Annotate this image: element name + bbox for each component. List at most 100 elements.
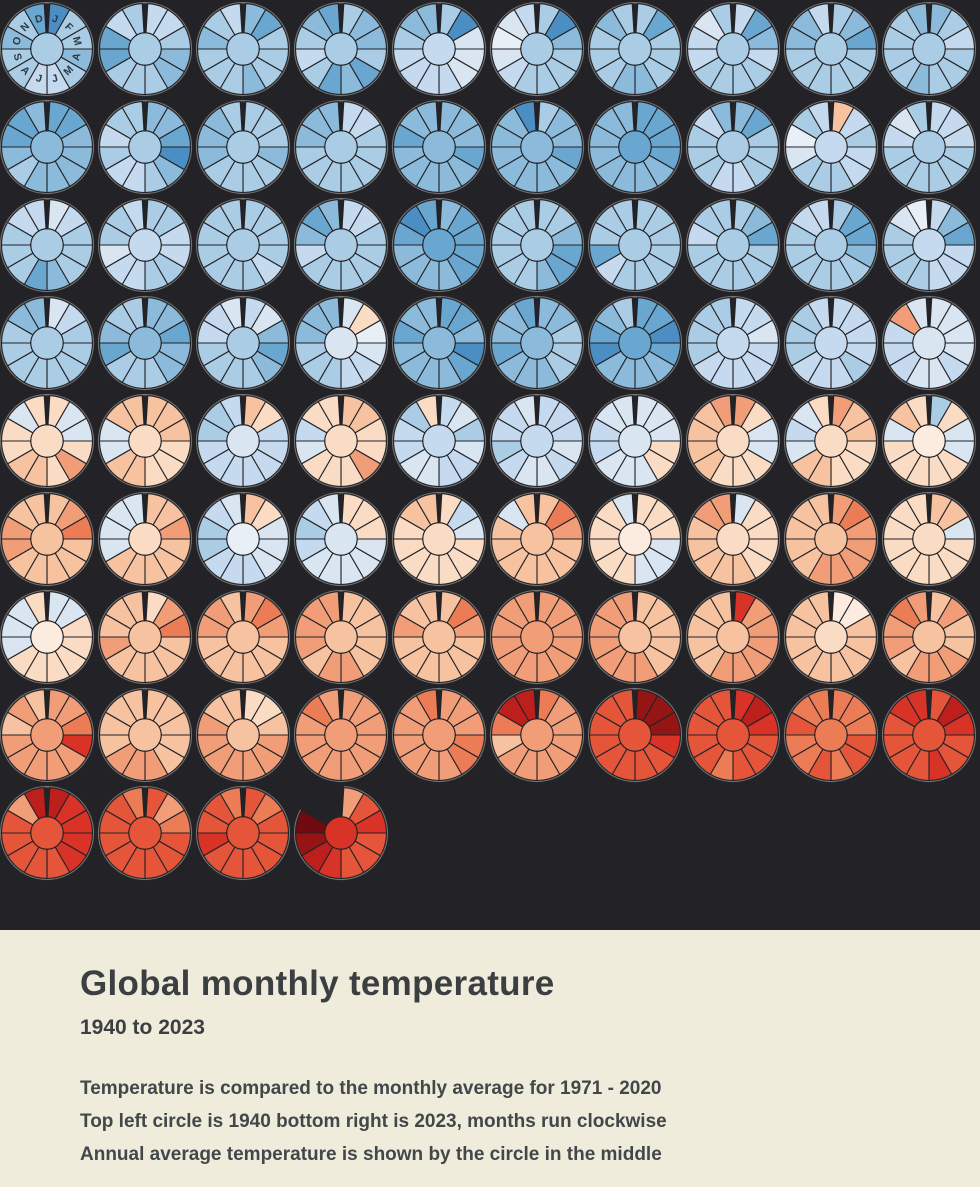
circle-halo	[685, 197, 781, 293]
year-circle-1956	[587, 99, 683, 195]
circle-halo	[489, 99, 585, 195]
annual-average-circle	[716, 130, 750, 164]
circle-halo	[293, 295, 389, 391]
annual-average-circle	[912, 228, 946, 262]
annual-average-circle	[912, 32, 946, 66]
year-circle-2004	[391, 589, 487, 685]
annual-average-circle	[30, 228, 64, 262]
annual-average-circle	[912, 424, 946, 458]
annual-average-circle	[520, 620, 554, 654]
circle-halo	[195, 295, 291, 391]
circle-halo	[0, 295, 95, 391]
circle-halo	[881, 1, 977, 97]
annual-average-circle	[30, 522, 64, 556]
year-circle-1995	[489, 491, 585, 587]
annual-average-circle	[520, 228, 554, 262]
circle-halo	[195, 785, 291, 881]
circle-halo	[881, 99, 977, 195]
circle-halo	[293, 491, 389, 587]
annual-average-circle	[716, 522, 750, 556]
circle-halo	[685, 589, 781, 685]
annual-average-circle	[912, 620, 946, 654]
circle-halo	[783, 295, 879, 391]
annual-average-circle	[422, 326, 456, 360]
circle-halo	[783, 393, 879, 489]
circle-halo	[97, 393, 193, 489]
year-circle-1988	[783, 393, 879, 489]
annual-average-circle	[814, 424, 848, 458]
annual-average-circle	[716, 228, 750, 262]
annual-average-circle	[128, 32, 162, 66]
year-circle-2019	[881, 687, 977, 783]
year-circle-1941	[97, 1, 193, 97]
annual-average-circle	[520, 424, 554, 458]
annual-average-circle	[814, 326, 848, 360]
annual-average-circle	[30, 816, 64, 850]
circle-halo	[293, 785, 389, 881]
circle-halo	[685, 99, 781, 195]
year-circle-2002	[195, 589, 291, 685]
annual-average-circle	[128, 718, 162, 752]
annual-average-circle	[814, 32, 848, 66]
circle-halo	[489, 491, 585, 587]
annual-average-circle	[226, 130, 260, 164]
year-circle-1990	[0, 491, 95, 587]
annual-average-circle	[324, 522, 358, 556]
annual-average-circle	[716, 32, 750, 66]
annual-average-circle	[814, 620, 848, 654]
year-circle-1953	[293, 99, 389, 195]
year-circle-1998	[783, 491, 879, 587]
year-circle-1984	[391, 393, 487, 489]
annual-average-circle	[226, 228, 260, 262]
annual-average-circle	[324, 326, 358, 360]
circle-halo	[97, 197, 193, 293]
annual-average-circle	[618, 130, 652, 164]
annual-average-circle	[618, 326, 652, 360]
circle-halo	[685, 295, 781, 391]
annual-average-circle	[226, 522, 260, 556]
circle-halo	[783, 491, 879, 587]
annual-average-circle	[912, 130, 946, 164]
annual-average-circle	[128, 620, 162, 654]
description-line-annual: Annual average temperature is shown by t…	[80, 1144, 662, 1165]
circle-halo	[489, 393, 585, 489]
circle-halo	[783, 197, 879, 293]
circle-halo	[587, 1, 683, 97]
year-circle-2009	[881, 589, 977, 685]
year-circle-1967	[685, 197, 781, 293]
circle-halo	[195, 687, 291, 783]
year-circle-1972	[195, 295, 291, 391]
annual-average-circle	[618, 228, 652, 262]
circle-halo	[97, 1, 193, 97]
annual-average-circle	[30, 620, 64, 654]
annual-average-circle	[520, 326, 554, 360]
year-circle-1961	[97, 197, 193, 293]
annual-average-circle	[128, 228, 162, 262]
circle-halo	[391, 295, 487, 391]
circle-halo	[195, 99, 291, 195]
year-circle-1947	[685, 1, 781, 97]
page-subtitle: 1940 to 2023	[80, 1016, 205, 1039]
annual-average-circle	[618, 620, 652, 654]
month-label: J	[51, 13, 60, 26]
year-circle-2017	[685, 687, 781, 783]
circle-halo	[97, 99, 193, 195]
year-circle-2005	[489, 589, 585, 685]
circle-halo	[195, 393, 291, 489]
annual-average-circle	[324, 816, 358, 850]
circle-halo	[195, 197, 291, 293]
year-circle-1950	[0, 99, 95, 195]
circle-halo	[0, 589, 95, 685]
circle-halo	[587, 589, 683, 685]
year-circle-1946	[587, 1, 683, 97]
circle-halo	[783, 99, 879, 195]
chart-description: Temperature is compared to the monthly a…	[80, 1078, 940, 1166]
year-circle-1974	[391, 295, 487, 391]
annual-average-circle	[128, 424, 162, 458]
circle-halo	[391, 393, 487, 489]
annual-average-circle	[716, 718, 750, 752]
annual-average-circle	[30, 718, 64, 752]
circle-halo	[489, 589, 585, 685]
circle-halo	[195, 1, 291, 97]
annual-average-circle	[422, 522, 456, 556]
